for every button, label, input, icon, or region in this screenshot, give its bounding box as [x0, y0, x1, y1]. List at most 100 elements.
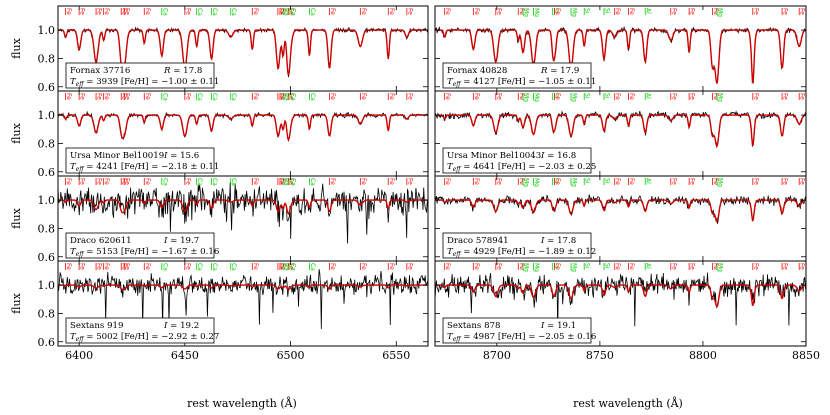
line-marker-label: Fe	[96, 178, 103, 185]
line-marker-label: Fe	[144, 263, 151, 270]
line-marker-label: Si	[552, 8, 559, 14]
star-parameters: Teff = 4127 [Fe/H] = −1.05 ± 0.11	[447, 77, 596, 88]
star-parameters: Teff = 4929 [Fe/H] = −1.89 ± 0.12	[447, 247, 596, 258]
line-marker-label: Fe	[406, 263, 413, 270]
observed-spectrum-line	[58, 110, 428, 140]
x-tick-label: 6550	[382, 349, 410, 362]
line-marker-label: Fe	[473, 8, 480, 15]
model-spectrum-line	[435, 284, 806, 308]
line-marker-label: Al	[645, 178, 652, 184]
y-tick-label: 0.8	[38, 52, 56, 65]
star-magnitude: R = 17.9	[540, 66, 579, 76]
panel-2-0: FeFeFeFeFeFeFeCaFeCaCaCaFeFeFeBaFeCaCaFe…	[10, 175, 429, 264]
line-marker-label: Fe	[288, 8, 295, 15]
line-marker-label: Si	[552, 178, 559, 184]
line-marker-label: Fe	[184, 178, 191, 185]
line-marker-label: Fe	[473, 263, 480, 270]
line-marker-label: Fe	[277, 93, 284, 100]
line-marker-label: Fe	[79, 93, 86, 100]
line-marker-label: Fe	[96, 8, 103, 15]
line-marker-label: Fe	[670, 93, 677, 100]
star-parameters: Teff = 3939 [Fe/H] = −1.00 ± 0.11	[70, 77, 219, 88]
star-parameters: Teff = 5002 [Fe/H] = −2.92 ± 0.27	[70, 332, 219, 343]
star-parameters: Teff = 4641 [Fe/H] = −2.03 ± 0.25	[447, 162, 596, 173]
model-spectrum-line	[58, 199, 428, 215]
y-axis-label: flux	[10, 37, 23, 58]
line-marker-label: Fe	[360, 263, 367, 270]
star-magnitude: I = 17.8	[540, 236, 576, 246]
line-marker-label: Fe	[124, 93, 131, 100]
line-marker-label: Ca	[161, 178, 168, 186]
line-marker-label: Ca	[211, 263, 218, 271]
line-marker-label: Mg	[533, 263, 540, 272]
y-tick-label: 0.8	[38, 222, 56, 235]
line-marker-label: Mg	[533, 8, 540, 17]
line-marker-label: Si	[552, 263, 559, 269]
line-marker-label: Fe	[782, 178, 789, 185]
line-marker-label: Fe	[473, 93, 480, 100]
line-marker-label: Fe	[782, 93, 789, 100]
line-marker-label: Fe	[495, 263, 502, 270]
line-marker-label: Fe	[124, 263, 131, 270]
line-marker-label: Fe	[444, 263, 451, 270]
line-marker-label: Fe	[124, 8, 131, 15]
x-tick-label: 6450	[171, 349, 199, 362]
panel-frame	[57, 260, 429, 347]
line-marker-label: Fe	[329, 263, 336, 270]
line-marker-label: Si	[604, 263, 611, 269]
star-parameters: Teff = 4241 [Fe/H] = −2.18 ± 0.11	[70, 162, 219, 173]
line-marker-label: Fe	[277, 8, 284, 15]
x-tick-label: 8750	[586, 349, 614, 362]
line-marker-label: Ca	[196, 263, 203, 271]
line-marker-label: Al	[645, 93, 652, 99]
star-parameters: Teff = 5153 [Fe/H] = −1.67 ± 0.16	[70, 247, 219, 258]
line-marker-label: Fe	[329, 93, 336, 100]
line-marker-label: Fe	[554, 178, 561, 185]
star-info-box	[65, 62, 215, 89]
line-marker-label: Fe	[65, 178, 72, 185]
line-marker-label: Fe	[406, 178, 413, 185]
line-marker-label: Fe	[288, 263, 295, 270]
line-marker-label: Fe	[495, 93, 502, 100]
line-marker-label: Ba	[283, 178, 290, 186]
observed-spectrum-line	[58, 269, 428, 330]
line-marker-label: Fe	[712, 263, 719, 270]
line-marker-label: Fe	[752, 8, 759, 15]
line-marker-label: Si	[552, 93, 559, 99]
panel-traces	[435, 272, 806, 334]
line-marker-label: Ca	[309, 263, 316, 271]
line-marker-label: Mg	[716, 8, 723, 17]
line-marker-label: Fe	[103, 263, 110, 270]
line-marker-label: Si	[584, 8, 591, 14]
line-marker-label: Fe	[554, 263, 561, 270]
line-marker-label: Fe	[614, 263, 621, 270]
line-marker-label: Ca	[161, 93, 168, 101]
x-axis-label-right: rest wavelength (Å)	[573, 396, 683, 410]
line-marker-label: Fe	[628, 8, 635, 15]
line-marker-label: Fe	[444, 93, 451, 100]
line-marker-label: Fe	[799, 263, 806, 270]
line-marker-label: Ca	[309, 8, 316, 16]
y-tick-label: 1.0	[38, 279, 56, 292]
line-marker-label: Fe	[360, 178, 367, 185]
line-marker-label: Fe	[473, 178, 480, 185]
line-marker-label: Fe	[689, 178, 696, 185]
star-info-box	[65, 317, 215, 344]
panel-traces	[58, 26, 428, 78]
line-marker-label: Fe	[252, 8, 259, 15]
line-marker-label: Ca	[289, 178, 296, 186]
line-marker-label: Ca	[309, 178, 316, 186]
line-marker-label: Ca	[161, 8, 168, 16]
line-marker-label: Ca	[161, 263, 168, 271]
line-marker-label: Ba	[283, 8, 290, 16]
star-info-box	[442, 62, 592, 89]
line-marker-label: Mg	[533, 93, 540, 102]
line-marker-label: Mg	[523, 263, 530, 272]
line-marker-label: Fe	[184, 8, 191, 15]
line-marker-label: Fe	[103, 8, 110, 15]
line-marker-label: Si	[604, 8, 611, 14]
star-magnitude: I = 15.6	[163, 151, 199, 161]
line-marker-label: Ca	[196, 93, 203, 101]
